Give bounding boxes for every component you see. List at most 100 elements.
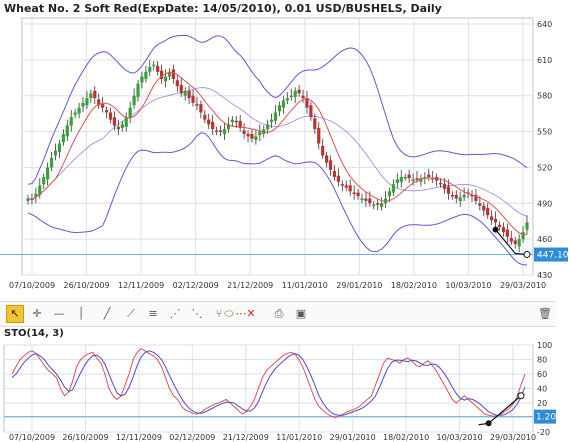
y-tick-label: 640 <box>537 20 552 29</box>
candle-body <box>152 64 156 67</box>
price-chart: 430 460 490 520 550 580 610 640 07/10/2009 26/10/… <box>0 17 569 290</box>
candle-body <box>163 76 168 82</box>
x-tick-label: 11/01/2010 <box>282 281 328 290</box>
candle-body <box>93 90 97 99</box>
ellipse-icon[interactable]: ⬭ <box>224 307 234 320</box>
candle-body <box>356 192 360 197</box>
candle-body <box>380 203 384 207</box>
candle-body <box>238 120 242 128</box>
fibonacci-icon[interactable]: ⋰ <box>169 307 181 320</box>
sto-x-tick-label: 02/12/2009 <box>169 433 215 442</box>
y-tick-label: 490 <box>537 199 552 208</box>
candle-body <box>211 121 215 130</box>
trash-icon[interactable]: 🗑 <box>538 307 552 320</box>
sto-trend-annotation <box>478 395 522 426</box>
channel-icon[interactable]: ≡ <box>148 307 158 320</box>
price-badge-label: 447.10 <box>537 251 569 261</box>
x-tick-label: 10/03/2010 <box>445 281 491 290</box>
candle-body <box>446 186 451 194</box>
candle-body <box>438 182 443 185</box>
save-icon[interactable]: ▣ <box>295 307 307 320</box>
candle-body <box>509 237 513 242</box>
candle-body <box>344 185 348 188</box>
candle-body <box>116 126 120 130</box>
candle-body <box>270 119 274 122</box>
hline-icon[interactable]: — <box>53 307 65 320</box>
sto-y-tick-label: 40 <box>537 385 547 394</box>
delete-drawing-icon[interactable]: ✕ <box>246 307 256 320</box>
candle-body <box>148 67 152 72</box>
candle-body <box>222 129 227 134</box>
candle-body <box>525 222 529 230</box>
x-tick-label: 02/12/2009 <box>173 281 219 290</box>
candle-body <box>128 107 132 118</box>
crosshair-icon[interactable]: ✛ <box>32 307 42 320</box>
moving-average-line <box>27 71 527 235</box>
sto-x-tick-label: 12/11/2009 <box>116 433 162 442</box>
cursor-icon[interactable]: ↖ <box>6 305 24 323</box>
candle-body <box>140 76 144 83</box>
sto-badge <box>534 409 556 424</box>
candle-body <box>65 125 69 137</box>
trendline-icon[interactable]: ╱ <box>103 307 111 320</box>
sto-k-line <box>11 347 526 419</box>
candle-body <box>419 178 423 182</box>
candle-body <box>368 198 372 204</box>
candle-body <box>167 71 172 77</box>
vline-icon[interactable]: │ <box>77 307 85 320</box>
candle-body <box>470 194 474 197</box>
candle-body <box>501 227 506 232</box>
sto-x-tick-label: 29/01/2010 <box>330 433 376 442</box>
candle-body <box>391 184 396 193</box>
x-tick-label: 18/02/2010 <box>391 281 437 290</box>
sto-trend-point <box>485 420 492 427</box>
candle-body <box>214 130 219 132</box>
candle-body <box>183 90 187 96</box>
candle-body <box>171 69 175 79</box>
candle-body <box>293 90 297 97</box>
candle-body <box>85 98 89 106</box>
candle-body <box>505 229 509 237</box>
andrews-pitchfork-icon[interactable]: ⑂ <box>215 307 223 320</box>
print-icon[interactable]: ⎙ <box>274 307 284 320</box>
bollinger-lower-line <box>27 132 528 266</box>
candle-body <box>26 198 30 201</box>
candle-body <box>175 80 179 87</box>
candle-body <box>159 70 164 79</box>
candle-body <box>254 136 258 140</box>
candle-body <box>462 194 466 198</box>
candle-body <box>403 176 407 179</box>
candle-body <box>207 119 211 125</box>
candle-body <box>187 90 191 99</box>
candle-body <box>317 127 321 144</box>
candle-body <box>490 216 494 221</box>
candle-body <box>411 179 415 181</box>
candle-body <box>486 208 490 216</box>
candle-body <box>431 178 435 180</box>
candle-body <box>297 89 301 94</box>
candle-body <box>124 117 128 127</box>
candle-body <box>340 184 344 186</box>
candle-body <box>513 240 517 244</box>
sto-y-tick-label: -20 <box>537 428 550 437</box>
sto-x-tick-label: 07/10/2009 <box>9 433 55 442</box>
sto-x-tick-label: 18/02/2010 <box>383 433 429 442</box>
sto-x-tick-label: 10/03/2010 <box>437 433 483 442</box>
candle-body <box>108 112 113 120</box>
candle-body <box>360 198 364 200</box>
candle-body <box>458 197 462 201</box>
candle-body <box>57 143 62 152</box>
candle-body <box>336 175 341 182</box>
candle-body <box>218 130 223 132</box>
gann-fan-icon[interactable]: ⋱ <box>191 307 203 320</box>
candle-body <box>395 179 399 183</box>
candle-body <box>415 178 419 180</box>
sto-trend-point <box>517 392 525 400</box>
ray-icon[interactable]: ⟋ <box>127 307 135 320</box>
candle-body <box>258 131 262 136</box>
x-tick-label: 26/10/2009 <box>64 281 110 290</box>
sto-y-tick-label: 20 <box>537 399 547 408</box>
speed-lines-icon[interactable]: ⋯ <box>235 307 247 320</box>
y-tick-label: 580 <box>537 92 552 101</box>
candle-body <box>478 203 482 206</box>
